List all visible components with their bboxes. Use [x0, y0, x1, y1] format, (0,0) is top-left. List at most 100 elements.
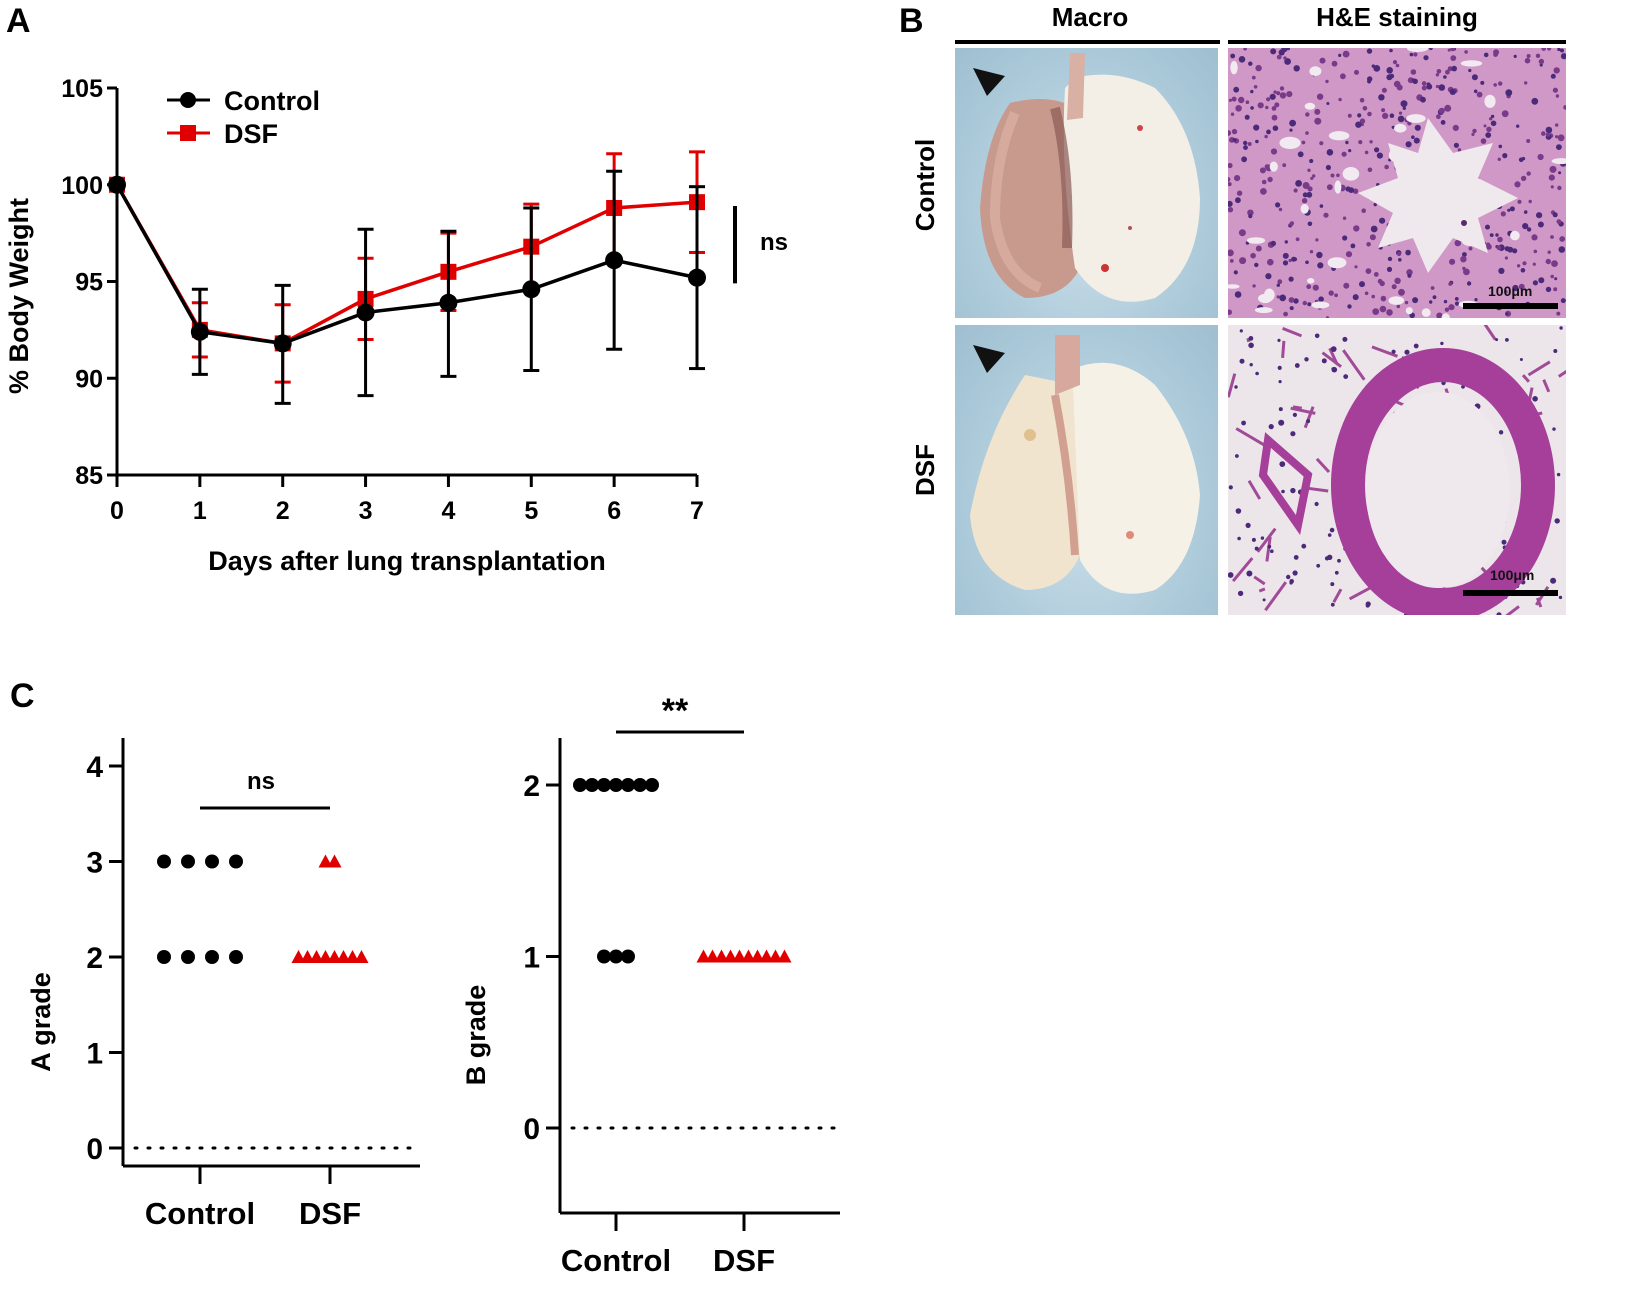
cell-nucleus [1498, 81, 1503, 86]
scale-bar-label: 100μm [1488, 283, 1533, 299]
cell-nucleus [1413, 52, 1418, 57]
data-point [777, 949, 792, 963]
cell-nucleus [1359, 281, 1365, 288]
airspace [1246, 237, 1266, 244]
cell-nucleus [1355, 121, 1362, 128]
cell-nucleus [1366, 48, 1373, 54]
data-point [621, 949, 635, 964]
legend-marker-icon [180, 92, 196, 108]
alveolar-wall [1231, 557, 1254, 583]
y-tick-label: 2 [86, 942, 103, 975]
cell-nucleus [1512, 284, 1519, 292]
cell-nucleus [1302, 192, 1308, 198]
cell-nucleus [1493, 49, 1500, 56]
data-point [597, 778, 611, 792]
cell-nucleus [1367, 111, 1372, 117]
cell-nucleus [1270, 240, 1276, 247]
cell-nucleus [1450, 48, 1456, 52]
cell-nucleus [1307, 221, 1313, 227]
x-tick-label: 3 [359, 497, 373, 525]
cell-nucleus [1228, 249, 1234, 257]
cell-nucleus [1435, 84, 1439, 89]
cell-nucleus [1496, 612, 1502, 615]
alveolar-wall [1536, 597, 1543, 608]
airspace [1230, 60, 1238, 75]
cell-nucleus [1265, 105, 1269, 110]
cell-nucleus [1236, 190, 1243, 196]
cell-nucleus [1371, 64, 1375, 68]
cell-nucleus [1228, 130, 1232, 136]
cell-nucleus [1260, 188, 1267, 195]
cell-nucleus [1501, 110, 1509, 118]
cell-nucleus [1251, 75, 1256, 80]
cell-nucleus [1362, 106, 1368, 111]
cell-nucleus [1460, 256, 1467, 263]
cell-nucleus [1429, 48, 1433, 51]
cell-nucleus [1327, 554, 1333, 560]
cell-nucleus [1270, 148, 1278, 155]
cell-nucleus [1305, 112, 1310, 117]
scale-bar [1463, 303, 1558, 309]
cell-nucleus [1234, 291, 1242, 298]
cell-nucleus [1340, 73, 1346, 80]
cell-nucleus [1301, 140, 1306, 145]
legend-label: DSF [224, 119, 278, 149]
cell-nucleus [1373, 202, 1377, 207]
cell-nucleus [1512, 248, 1518, 254]
cell-nucleus [1255, 371, 1259, 376]
cell-nucleus [1260, 536, 1265, 540]
cell-nucleus [1293, 65, 1300, 72]
cell-nucleus [1380, 295, 1387, 302]
cell-nucleus [1283, 56, 1287, 60]
cell-nucleus [1497, 157, 1501, 161]
cell-nucleus [1538, 277, 1545, 284]
cell-nucleus [1386, 74, 1393, 81]
cell-nucleus [1545, 286, 1552, 293]
x-tick-label: Control [145, 1196, 255, 1231]
data-point [327, 854, 342, 868]
cell-nucleus [1505, 338, 1509, 342]
cell-nucleus [1277, 279, 1283, 285]
cell-nucleus [1288, 276, 1294, 282]
cell-nucleus [1550, 185, 1554, 189]
cell-nucleus [1347, 304, 1352, 309]
cell-nucleus [1255, 139, 1259, 144]
airspace [1441, 313, 1450, 318]
cell-nucleus [1243, 140, 1248, 146]
cell-nucleus [1257, 102, 1264, 109]
alveolar-wall [1542, 379, 1551, 393]
cell-nucleus [1486, 126, 1492, 132]
cell-nucleus [1255, 245, 1262, 252]
cell-nucleus [1495, 338, 1499, 342]
cell-nucleus [1251, 537, 1256, 542]
cell-nucleus [1282, 260, 1289, 266]
cell-nucleus [1373, 65, 1381, 72]
cell-nucleus [1397, 115, 1405, 123]
cell-nucleus [1289, 581, 1293, 585]
cell-nucleus [1421, 85, 1427, 91]
y-tick-label: 105 [61, 75, 103, 103]
cell-nucleus [1555, 123, 1559, 127]
cell-nucleus [1531, 97, 1539, 105]
cell-nucleus [1438, 107, 1445, 114]
cell-nucleus [1336, 173, 1340, 178]
airspace [1510, 230, 1520, 241]
data-point [688, 268, 706, 287]
cell-nucleus [1254, 546, 1259, 551]
airspace [1327, 257, 1347, 269]
cell-nucleus [1342, 336, 1348, 342]
cell-nucleus [1314, 333, 1320, 339]
data-point [327, 950, 342, 963]
cell-nucleus [1275, 202, 1281, 208]
cell-nucleus [1316, 563, 1321, 568]
cell-nucleus [1539, 63, 1543, 67]
data-point [714, 949, 729, 963]
cell-nucleus [1500, 211, 1506, 217]
control-macro-photo [955, 48, 1218, 318]
cell-nucleus [1331, 60, 1338, 67]
cell-nucleus [1557, 48, 1561, 52]
cell-nucleus [1516, 264, 1521, 268]
cell-nucleus [1279, 461, 1286, 467]
y-tick-label: 0 [86, 1133, 103, 1166]
cell-nucleus [1522, 261, 1527, 266]
